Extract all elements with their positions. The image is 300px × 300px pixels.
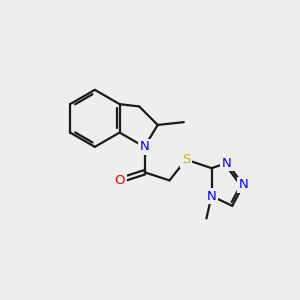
Text: O: O — [114, 174, 125, 187]
Text: N: N — [140, 140, 149, 153]
Text: N: N — [222, 157, 232, 169]
Text: N: N — [238, 178, 248, 191]
Text: S: S — [182, 153, 190, 166]
Text: N: N — [207, 190, 216, 202]
